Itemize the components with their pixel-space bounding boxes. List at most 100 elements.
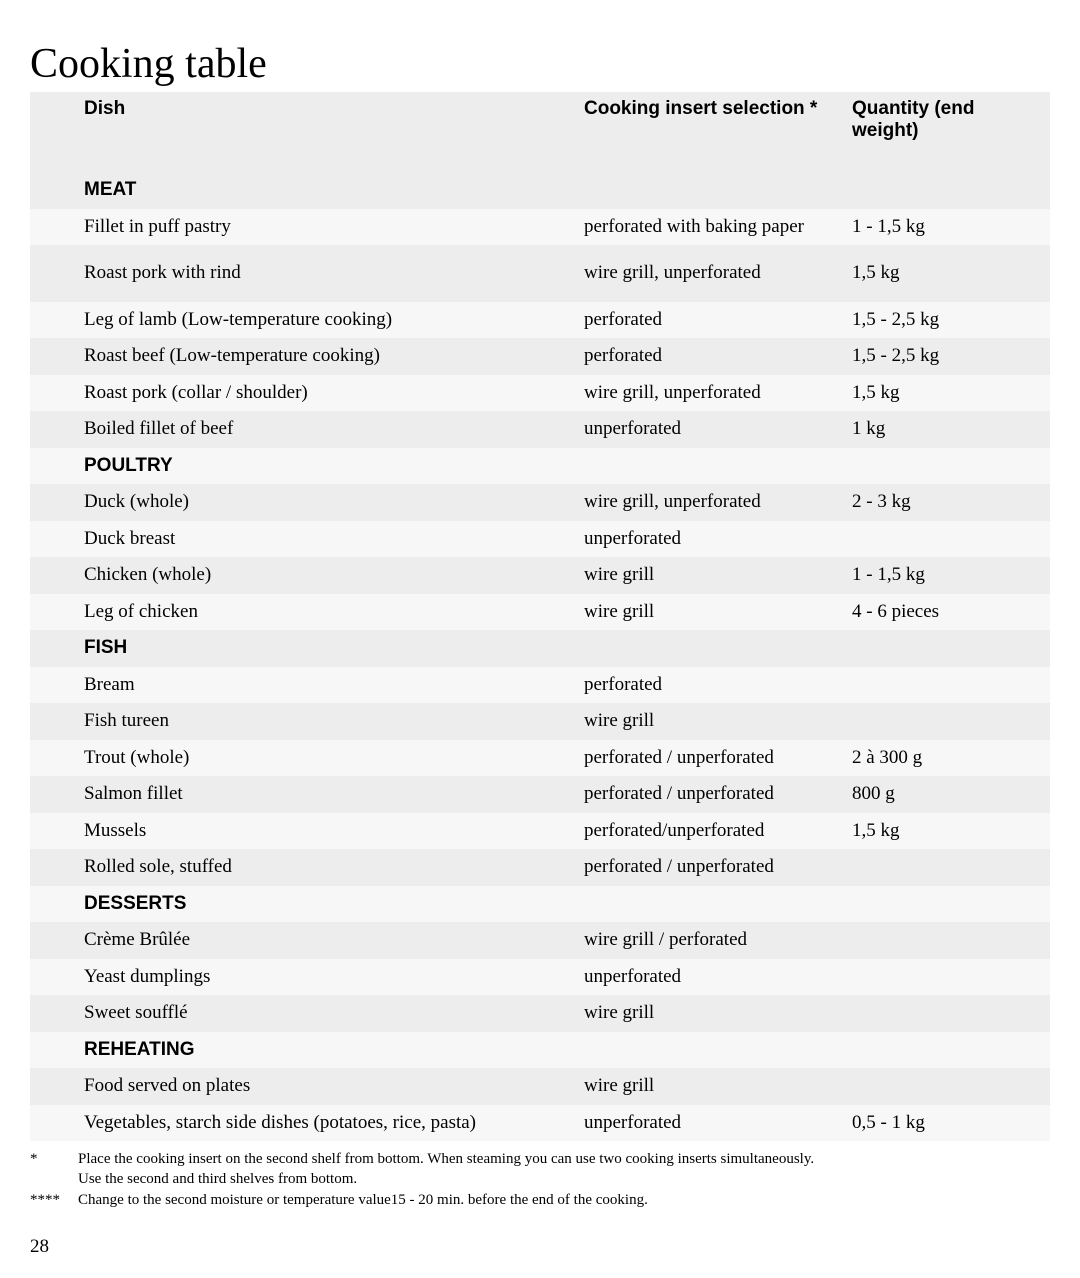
cell-dish: Leg of lamb (Low-temperature cooking) [78, 302, 578, 339]
cell-insert: wire grill [578, 995, 846, 1032]
section-gutter [30, 886, 78, 923]
cell-qty [846, 995, 1050, 1032]
cell-dish: Boiled fillet of beef [78, 411, 578, 448]
page-title: Cooking table [30, 40, 1050, 88]
table-row: Roast pork with rindwire grill, unperfor… [30, 245, 1050, 302]
section-name: FISH [78, 630, 578, 667]
page-number: 28 [30, 1236, 1050, 1258]
section-empty [578, 172, 846, 209]
row-gutter [30, 338, 78, 375]
row-gutter [30, 245, 78, 302]
cell-dish: Fillet in puff pastry [78, 209, 578, 246]
section-header-row: REHEATING [30, 1032, 1050, 1069]
footnote-2-mark: **** [30, 1190, 78, 1210]
header-insert: Cooking insert selection * [578, 92, 846, 172]
cell-qty: 1,5 - 2,5 kg [846, 338, 1050, 375]
cell-insert: wire grill, unperforated [578, 245, 846, 302]
row-gutter [30, 375, 78, 412]
table-row: Duck (whole)wire grill, unperforated2 - … [30, 484, 1050, 521]
table-row: Crème Brûléewire grill / perforated [30, 922, 1050, 959]
row-gutter [30, 959, 78, 996]
row-gutter [30, 521, 78, 558]
section-header-row: POULTRY [30, 448, 1050, 485]
cooking-table: Dish Cooking insert selection * Quantity… [30, 92, 1050, 1141]
table-row: Yeast dumplingsunperforated [30, 959, 1050, 996]
cell-insert: wire grill [578, 1068, 846, 1105]
cell-dish: Roast beef (Low-temperature cooking) [78, 338, 578, 375]
cell-qty: 1 - 1,5 kg [846, 557, 1050, 594]
cell-insert: wire grill [578, 557, 846, 594]
table-row: Duck breastunperforated [30, 521, 1050, 558]
section-gutter [30, 448, 78, 485]
cell-insert: perforated with baking paper [578, 209, 846, 246]
section-name: REHEATING [78, 1032, 578, 1069]
cell-insert: wire grill [578, 594, 846, 631]
row-gutter [30, 1068, 78, 1105]
row-gutter [30, 302, 78, 339]
cell-qty: 800 g [846, 776, 1050, 813]
cell-insert: unperforated [578, 521, 846, 558]
cell-dish: Rolled sole, stuffed [78, 849, 578, 886]
cell-qty [846, 922, 1050, 959]
row-gutter [30, 740, 78, 777]
footnote-1: * Place the cooking insert on the second… [30, 1149, 1050, 1169]
row-gutter [30, 995, 78, 1032]
section-empty [846, 1032, 1050, 1069]
section-empty [846, 630, 1050, 667]
cell-dish: Fish tureen [78, 703, 578, 740]
cell-dish: Sweet soufflé [78, 995, 578, 1032]
cell-insert: wire grill [578, 703, 846, 740]
section-empty [578, 448, 846, 485]
section-empty [846, 448, 1050, 485]
cell-qty: 2 - 3 kg [846, 484, 1050, 521]
cell-dish: Duck breast [78, 521, 578, 558]
cell-insert: unperforated [578, 411, 846, 448]
document-page: Cooking table Dish Cooking insert select… [0, 0, 1080, 1278]
header-dish: Dish [78, 92, 578, 172]
footnotes: * Place the cooking insert on the second… [30, 1149, 1050, 1210]
cell-qty [846, 959, 1050, 996]
section-name: POULTRY [78, 448, 578, 485]
row-gutter [30, 922, 78, 959]
cell-dish: Crème Brûlée [78, 922, 578, 959]
cell-dish: Food served on plates [78, 1068, 578, 1105]
table-row: Rolled sole, stuffedperforated / unperfo… [30, 849, 1050, 886]
section-gutter [30, 1032, 78, 1069]
row-gutter [30, 484, 78, 521]
cell-insert: perforated / unperforated [578, 776, 846, 813]
section-empty [578, 1032, 846, 1069]
table-row: Roast pork (collar / shoulder)wire grill… [30, 375, 1050, 412]
cell-qty: 2 à 300 g [846, 740, 1050, 777]
row-gutter [30, 776, 78, 813]
table-row: Salmon filletperforated / unperforated80… [30, 776, 1050, 813]
row-gutter [30, 703, 78, 740]
section-name: DESSERTS [78, 886, 578, 923]
row-gutter [30, 849, 78, 886]
section-name: MEAT [78, 172, 578, 209]
cell-qty: 1,5 kg [846, 375, 1050, 412]
section-gutter [30, 630, 78, 667]
cell-dish: Yeast dumplings [78, 959, 578, 996]
cell-qty [846, 667, 1050, 704]
cell-dish: Roast pork with rind [78, 245, 578, 302]
cell-qty: 1 - 1,5 kg [846, 209, 1050, 246]
row-gutter [30, 813, 78, 850]
cell-insert: perforated [578, 338, 846, 375]
cell-insert: perforated / unperforated [578, 740, 846, 777]
cell-insert: wire grill, unperforated [578, 375, 846, 412]
cell-insert: wire grill, unperforated [578, 484, 846, 521]
footnote-1-sub: Use the second and third shelves from bo… [30, 1169, 1050, 1189]
cell-dish: Mussels [78, 813, 578, 850]
table-row: Boiled fillet of beefunperforated1 kg [30, 411, 1050, 448]
table-row: Vegetables, starch side dishes (potatoes… [30, 1105, 1050, 1142]
cell-qty [846, 703, 1050, 740]
section-empty [846, 886, 1050, 923]
table-row: Leg of lamb (Low-temperature cooking)per… [30, 302, 1050, 339]
footnote-1-mark: * [30, 1149, 78, 1169]
cell-qty [846, 521, 1050, 558]
table-row: Breamperforated [30, 667, 1050, 704]
table-row: Musselsperforated/unperforated1,5 kg [30, 813, 1050, 850]
cell-insert: unperforated [578, 959, 846, 996]
header-gutter [30, 92, 78, 172]
cell-qty [846, 1068, 1050, 1105]
